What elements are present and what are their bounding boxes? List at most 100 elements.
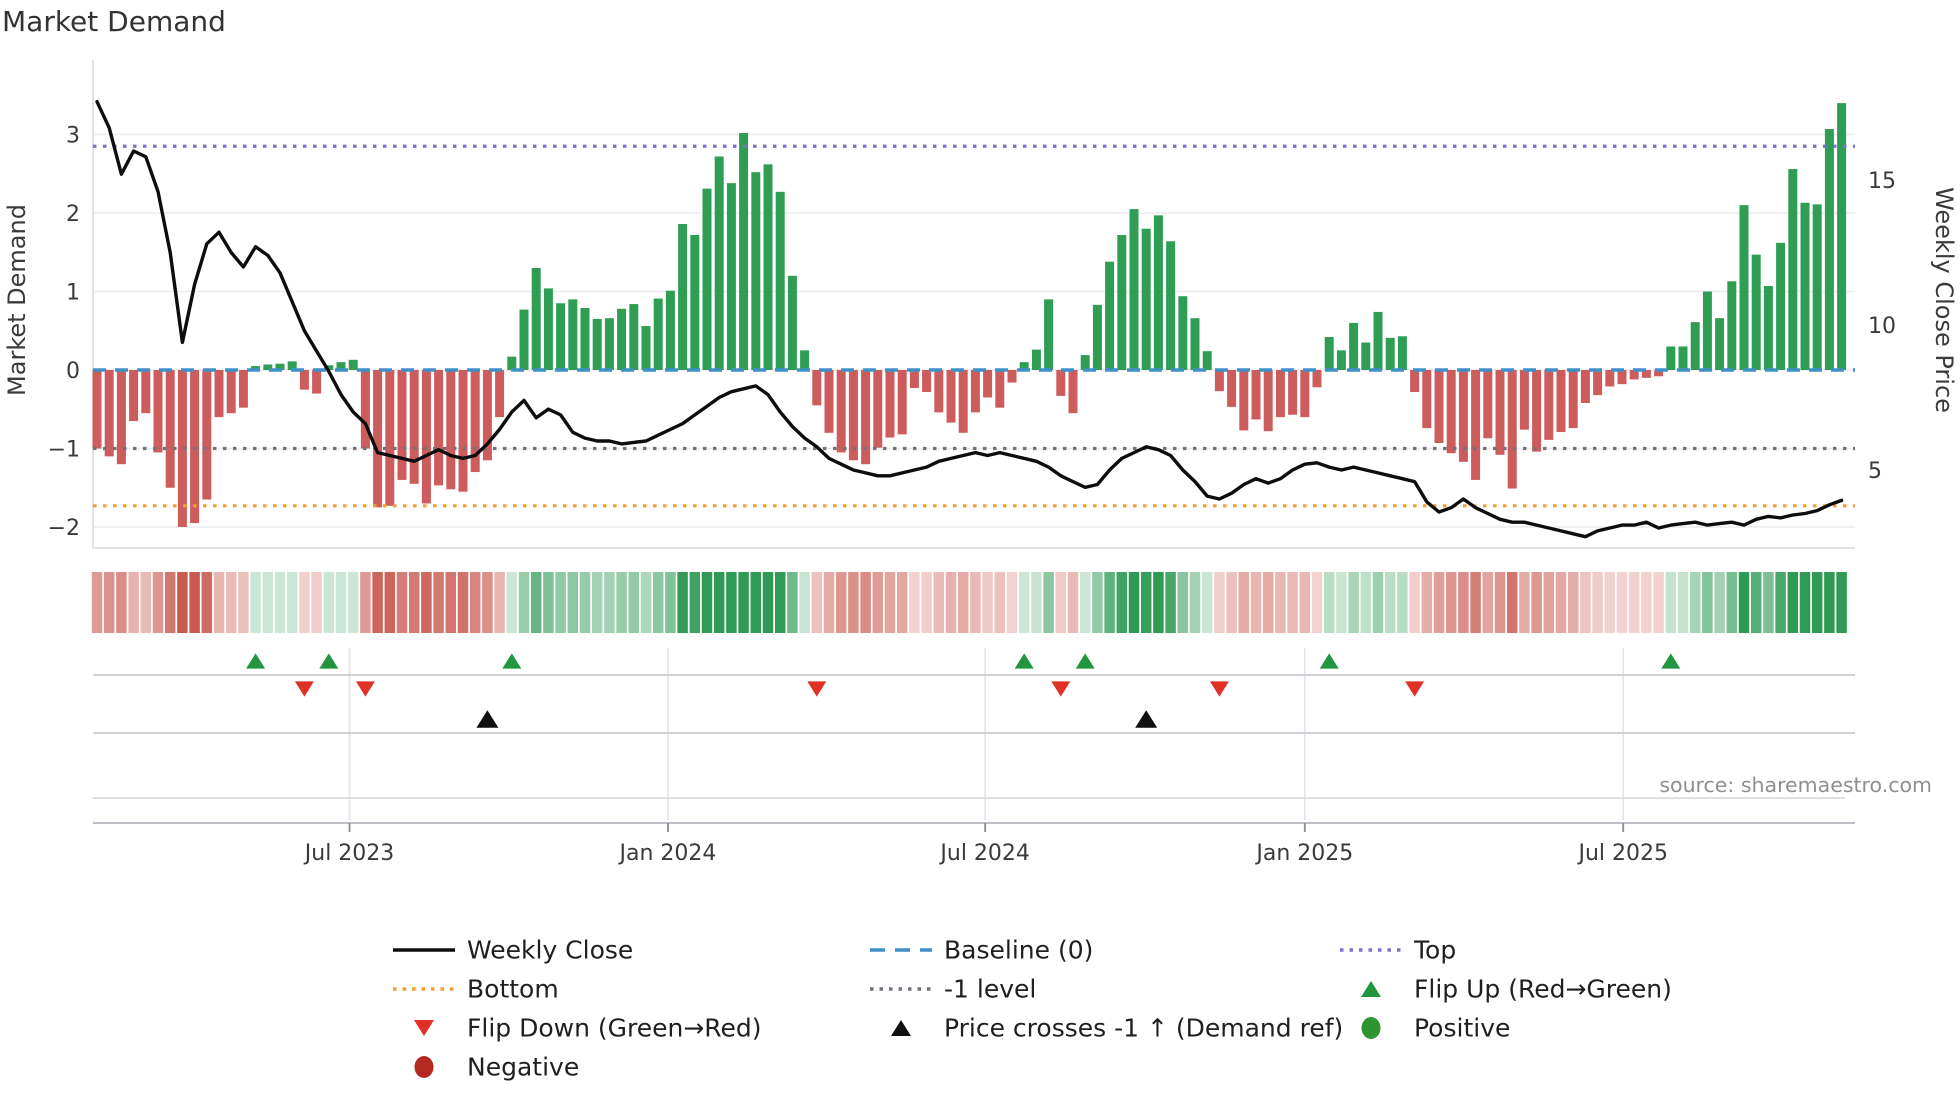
demand-bar [922, 370, 932, 392]
left-tick-label: −2 [48, 516, 80, 541]
demand-bar [995, 370, 1005, 408]
legend-item: -1 level [870, 975, 1036, 1004]
demand-bar [1080, 355, 1090, 370]
demand-bar [1275, 370, 1285, 418]
heatmap-cell [286, 572, 298, 633]
heatmap-cell [323, 572, 335, 633]
demand-bar [641, 326, 651, 370]
heatmap-cell [1055, 572, 1067, 633]
heatmap-cell [1360, 572, 1372, 633]
left-tick-label: 0 [66, 359, 80, 384]
demand-bar [568, 299, 578, 370]
demand-bar [141, 370, 151, 414]
heatmap-cell [1409, 572, 1420, 633]
demand-bar [653, 298, 663, 370]
triangle-down-icon [414, 1020, 434, 1036]
heatmap-cell [909, 572, 920, 633]
heatmap-cell [1006, 572, 1018, 633]
heatmap-cell [1214, 572, 1225, 633]
demand-bar [1739, 205, 1749, 370]
heatmap-cell [1262, 572, 1274, 633]
demand-bar [946, 370, 956, 423]
demand-bar [519, 309, 529, 370]
heatmap-cell [1092, 572, 1103, 633]
heatmap-cell [311, 572, 322, 633]
demand-bar [1373, 311, 1383, 370]
heatmap-cell [555, 572, 566, 633]
flip-down-marker [1209, 681, 1229, 697]
demand-bar [690, 234, 700, 370]
demand-bar [1397, 336, 1407, 370]
heatmap-cell [982, 572, 993, 633]
demand-bar [702, 188, 712, 370]
circle-icon [1361, 1017, 1381, 1039]
demand-bar [775, 191, 785, 370]
flip-down-marker [1051, 681, 1071, 697]
left-tick-label: 3 [66, 124, 80, 149]
demand-bar [958, 370, 968, 433]
flip-up-marker [1661, 653, 1681, 669]
demand-bar [1044, 299, 1054, 370]
heatmap-cell [1702, 572, 1713, 633]
heatmap-cell [1250, 572, 1262, 633]
heatmap-cell [421, 572, 432, 633]
heatmap-cell [494, 572, 505, 633]
demand-bar [446, 370, 456, 490]
demand-bar [1190, 318, 1200, 370]
heatmap-cell [1811, 572, 1823, 633]
heatmap-cell [872, 572, 884, 633]
legend-label: -1 level [944, 975, 1036, 1004]
demand-bar [543, 288, 553, 370]
legend-item: Top [1340, 936, 1456, 965]
heatmap-cell [762, 572, 774, 633]
demand-bar [177, 370, 187, 527]
demand-bar [214, 370, 224, 418]
heatmap-cell [1641, 572, 1652, 633]
right-tick-label: 10 [1868, 314, 1896, 339]
x-tick-label: Jul 2024 [938, 841, 1030, 866]
flip-up-marker [319, 653, 339, 669]
demand-bar [1288, 370, 1298, 415]
demand-bar [824, 370, 834, 433]
heatmap-cell [1189, 572, 1201, 633]
legend-item: Weekly Close [393, 936, 633, 965]
heatmap-cell [274, 572, 286, 633]
flip-up-marker [246, 653, 266, 669]
heatmap-cell [262, 572, 274, 633]
heatmap-cell [750, 572, 762, 633]
heatmap-cell [701, 572, 713, 633]
demand-bar [1751, 254, 1761, 370]
demand-bar [1019, 362, 1029, 370]
demand-bar [592, 318, 602, 370]
legend-label: Baseline (0) [944, 936, 1093, 965]
heatmap-cell [396, 572, 408, 633]
heatmap-cell [299, 572, 310, 633]
legend-item: Negative [414, 1053, 579, 1082]
demand-bar [1532, 370, 1542, 452]
demand-bar [934, 370, 944, 413]
heatmap-cell [1677, 572, 1689, 633]
demand-bar [1446, 370, 1456, 454]
demand-bar [1568, 370, 1578, 429]
heatmap-cell [860, 572, 871, 633]
heatmap-cell [1165, 572, 1176, 633]
heatmap-cell [445, 572, 457, 633]
heatmap-cell [1628, 572, 1640, 633]
heatmap-cell [1323, 572, 1335, 633]
legend-label: Price crosses -1 ↑ (Demand ref) [944, 1014, 1343, 1043]
heatmap-cell [1750, 572, 1762, 633]
heatmap-cell [677, 572, 688, 633]
demand-bar [714, 156, 724, 370]
heatmap-cell [1421, 572, 1433, 633]
heatmap-cell [1738, 572, 1750, 633]
heatmap-cell [518, 572, 530, 633]
demand-bar [1300, 370, 1310, 418]
heatmap-cell [1787, 572, 1799, 633]
heatmap-cell [360, 572, 371, 633]
heatmap-cell [238, 572, 249, 633]
heatmap-cell [250, 572, 261, 633]
heatmap-cell [1079, 572, 1091, 633]
heatmap-cell [1604, 572, 1616, 633]
heatmap-cell [1311, 572, 1323, 633]
